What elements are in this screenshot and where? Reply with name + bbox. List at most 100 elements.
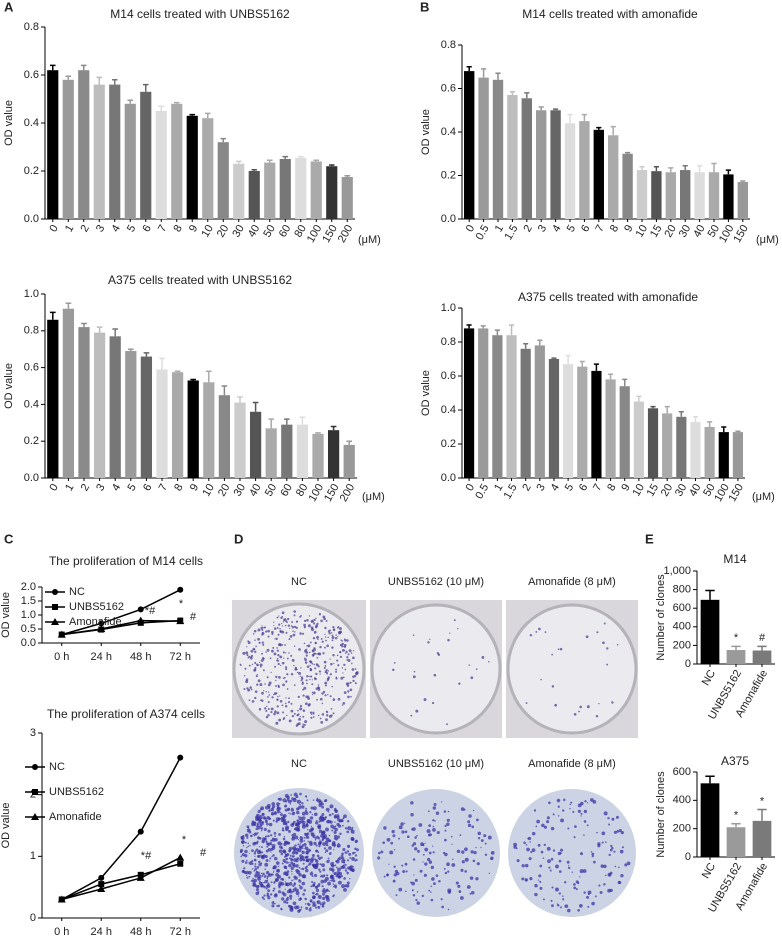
x-tick-label: 48 h <box>130 926 151 938</box>
error-bar <box>524 92 530 99</box>
colony-dot <box>244 841 247 844</box>
colony-dot <box>264 862 269 867</box>
colony-dot <box>313 652 317 655</box>
x-tick-label: 200 <box>338 482 358 504</box>
x-tick-label: 1.5 <box>502 223 520 242</box>
error-bar <box>328 164 335 167</box>
colony-dot <box>533 809 537 812</box>
colony-dot <box>606 663 609 666</box>
colony-dot <box>260 626 264 630</box>
colony-dot <box>607 816 610 820</box>
colony-dot <box>344 668 347 671</box>
colony-dot <box>262 816 266 820</box>
colony-dot <box>539 880 542 883</box>
x-tick-label: 8 <box>171 223 184 234</box>
colony-dot <box>310 716 313 719</box>
colony-dot <box>322 868 326 872</box>
colony-dot <box>329 629 331 632</box>
colony-dot <box>447 888 452 893</box>
colony-dot <box>556 798 561 803</box>
x-tick-label: 10 <box>199 223 216 240</box>
colony-dot <box>327 811 330 813</box>
colony-dot <box>318 613 322 616</box>
colony-dot <box>272 871 275 873</box>
colony-dot <box>410 714 413 717</box>
bar <box>700 599 720 664</box>
bar <box>171 372 184 478</box>
x-tick-label: 60 <box>277 223 294 240</box>
colony-dot <box>311 683 314 686</box>
bar <box>619 386 630 478</box>
colony-dot <box>294 667 298 671</box>
y-axis-label: Number of clones <box>655 574 667 661</box>
colony-dot <box>583 891 586 894</box>
colony-dot <box>298 879 301 881</box>
colony-dot <box>264 707 267 710</box>
colony-dot <box>548 801 551 805</box>
colony-dot <box>297 815 300 818</box>
colony-dot <box>490 856 494 860</box>
colony-dot <box>286 870 290 873</box>
error-bar <box>49 64 56 71</box>
colony-dot <box>266 648 270 652</box>
colony-dot <box>596 631 599 634</box>
colony-dot <box>290 709 294 713</box>
colony-dot <box>535 825 538 828</box>
colony-dot <box>293 712 296 715</box>
colony-dot <box>256 871 261 876</box>
colony-dot <box>267 834 270 838</box>
colony-dot <box>547 859 551 864</box>
colony-dot <box>257 628 261 632</box>
colony-dot <box>332 653 335 657</box>
colony-dot <box>433 673 437 677</box>
bar <box>608 135 619 219</box>
colony-dot <box>289 634 293 638</box>
colony-dot <box>611 846 614 850</box>
colony-dot <box>288 849 291 852</box>
colony-dot <box>275 675 278 679</box>
error-bar <box>735 430 741 433</box>
bar <box>93 332 106 478</box>
colony-dot <box>271 649 274 653</box>
colony-dot <box>446 818 450 822</box>
colony-dot <box>280 616 283 620</box>
colony-dot <box>259 683 263 687</box>
colony-dot <box>272 901 275 903</box>
error-bar <box>508 324 515 336</box>
colony-dot <box>390 841 394 845</box>
error-bar <box>111 79 118 85</box>
colony-dot <box>288 881 293 886</box>
colony-dot <box>322 896 326 901</box>
colony-dot <box>310 885 313 888</box>
x-tick-label: 7 <box>156 223 169 234</box>
colony-dot <box>296 714 299 717</box>
colony-dot <box>317 714 320 717</box>
colony-dot <box>579 705 583 709</box>
bar <box>295 157 307 219</box>
colony-dot <box>280 852 284 856</box>
colony-dot <box>267 847 272 852</box>
colony-dot <box>311 691 314 694</box>
colony-dot <box>335 860 338 863</box>
colony-dot <box>586 802 589 804</box>
colony-dot <box>244 861 248 864</box>
colony-dot <box>271 696 274 699</box>
colony-dot <box>341 819 344 823</box>
colony-dot <box>255 827 259 831</box>
bar <box>186 115 198 219</box>
colony-dot <box>603 811 608 816</box>
colony-dot <box>311 713 313 716</box>
error-bar <box>697 164 703 173</box>
colony-dot <box>343 877 346 880</box>
colony-dot <box>309 664 311 667</box>
colony-dot <box>351 838 355 841</box>
colony-dot <box>328 813 332 817</box>
colony-dot <box>577 809 581 813</box>
line <box>61 863 181 901</box>
colony-dot <box>432 851 435 854</box>
colony-dot <box>351 662 353 665</box>
colony-dot <box>277 841 282 846</box>
colony-dot <box>398 887 403 892</box>
colony-dot <box>263 837 267 841</box>
error-bar <box>731 645 741 651</box>
